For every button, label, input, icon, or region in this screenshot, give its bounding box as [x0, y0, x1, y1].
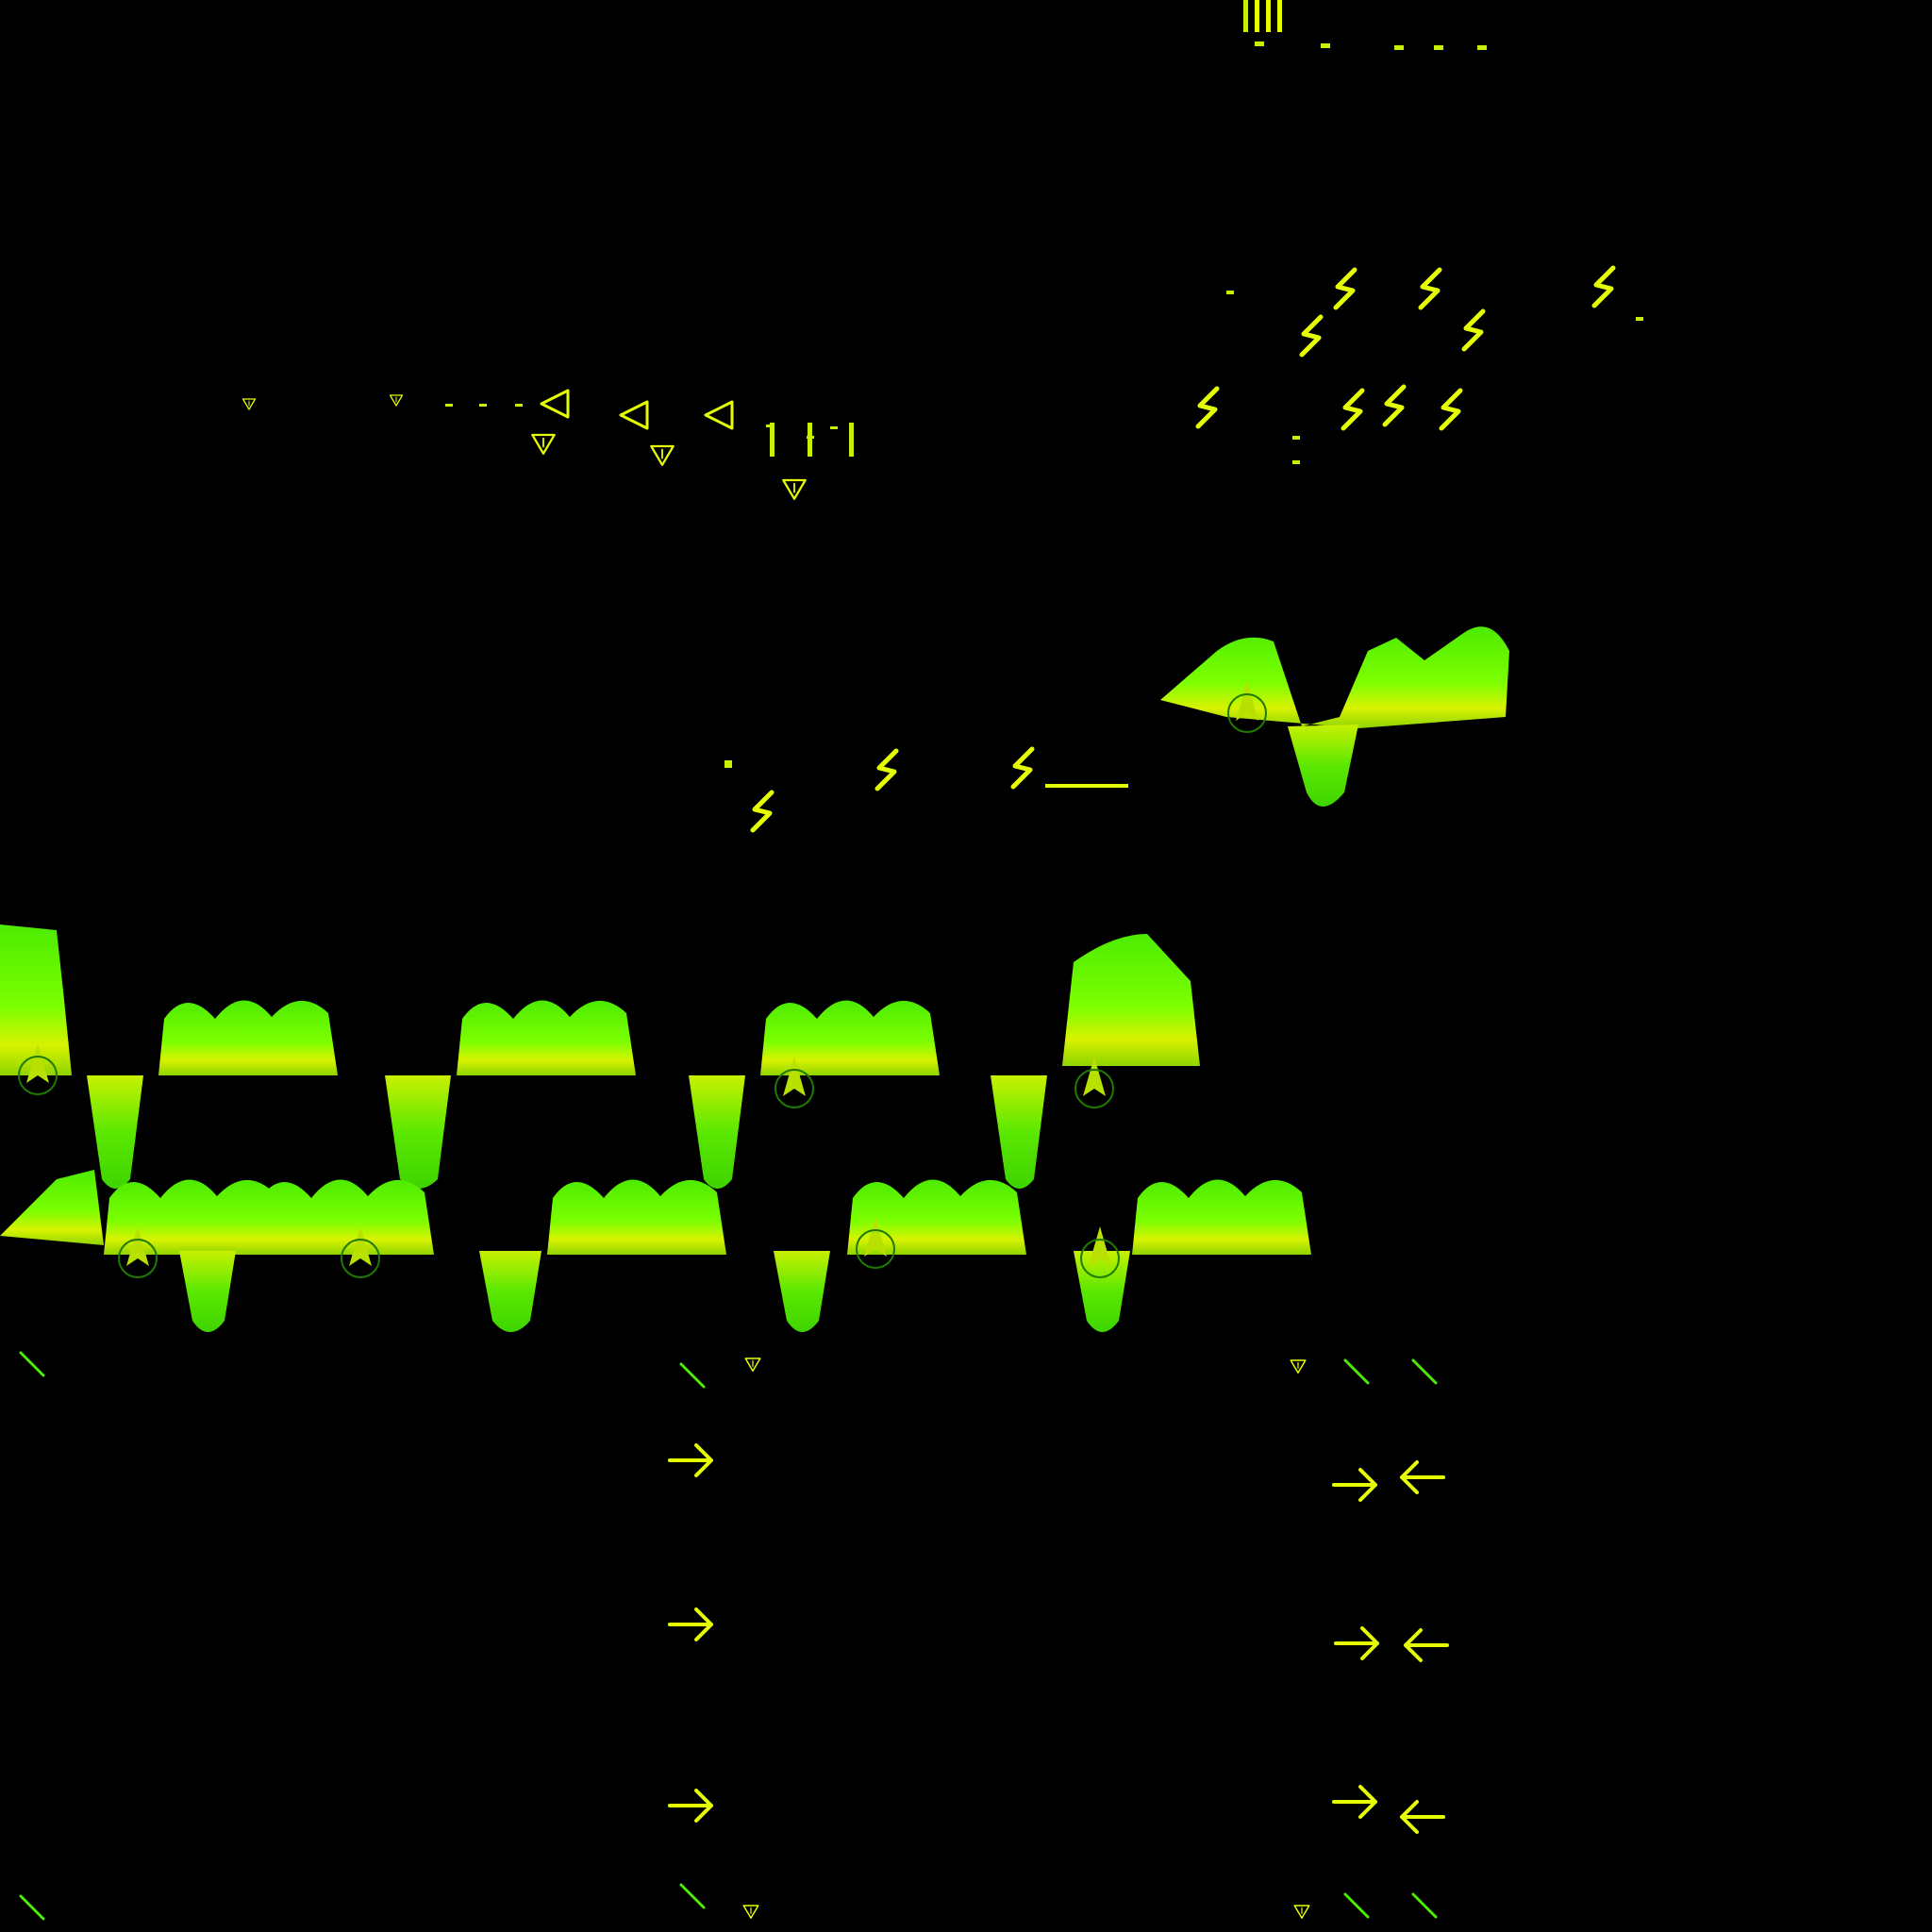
- up-spike-marker-icon: [118, 1226, 158, 1278]
- wave-drop: [479, 1251, 541, 1332]
- wave-drop: [179, 1251, 236, 1332]
- lightning-zigzag-icon: [1299, 314, 1324, 358]
- wave-blob: [1132, 1179, 1311, 1255]
- down-triangle-marker-icon: [742, 1905, 759, 1919]
- up-spike-marker-icon: [1080, 1226, 1120, 1278]
- green-spark-icon: [1411, 1358, 1438, 1385]
- wave-drop: [991, 1075, 1047, 1189]
- wave-drop: [1288, 724, 1358, 807]
- glyph-fragment: [515, 404, 523, 407]
- lightning-zigzag-icon: [750, 790, 774, 833]
- glyph-fragment: [1636, 317, 1643, 321]
- arrow-right-icon: [668, 1607, 713, 1641]
- lightning-zigzag-icon: [1333, 267, 1357, 310]
- glyph-fragment: [1292, 460, 1300, 464]
- glyph-fragment: [1477, 45, 1487, 50]
- top-bar-fragment: [1255, 0, 1259, 32]
- green-spark-icon: [1343, 1358, 1370, 1385]
- down-triangle-marker-icon: [531, 433, 556, 455]
- wave-blob: [760, 1000, 940, 1075]
- top-bar-fragment: [1266, 0, 1271, 32]
- up-spike-marker-icon: [341, 1226, 380, 1278]
- wave-drop: [87, 1075, 143, 1189]
- top-bar-fragment: [1277, 0, 1282, 32]
- arrow-right-icon: [1334, 1626, 1379, 1660]
- arrow-right-icon: [1332, 1468, 1377, 1502]
- up-spike-marker-icon: [1074, 1057, 1114, 1108]
- green-spark-icon: [679, 1883, 706, 1909]
- glyph-fragment: [1434, 45, 1443, 50]
- lightning-zigzag-icon: [1461, 308, 1486, 352]
- down-triangle-marker-icon: [744, 1357, 761, 1372]
- up-spike-marker-icon: [774, 1057, 814, 1108]
- up-spike-marker-icon: [1227, 681, 1267, 733]
- wave-blob: [158, 1000, 338, 1075]
- green-wave-formations: [0, 626, 1509, 1332]
- down-triangle-marker-icon: [389, 394, 404, 407]
- energy-line: [1045, 784, 1128, 788]
- green-spark-icon: [19, 1351, 45, 1377]
- bar-fragment: [849, 423, 854, 457]
- up-spike-marker-icon: [856, 1217, 895, 1269]
- top-bar-fragment: [1243, 0, 1248, 32]
- bar-fragment: [770, 423, 774, 457]
- top-glyph-cluster: [242, 0, 1643, 833]
- wave-drop: [385, 1075, 451, 1189]
- glyph-fragment: [1394, 45, 1404, 50]
- green-spark-icon: [19, 1894, 45, 1921]
- wave-blob: [1160, 626, 1509, 728]
- arrow-right-icon: [1332, 1785, 1377, 1819]
- glyph-fragment: [830, 426, 838, 429]
- wave-drop: [774, 1251, 830, 1332]
- lightning-zigzag-icon: [1591, 265, 1616, 308]
- lightning-zigzag-icon: [874, 748, 899, 791]
- wave-blob: [847, 1179, 1026, 1255]
- glyph-fragment: [724, 760, 732, 768]
- glyph-fragment: [1255, 42, 1264, 46]
- wave-blob: [255, 1179, 434, 1255]
- glyph-fragment: [1226, 291, 1234, 294]
- lightning-zigzag-icon: [1382, 384, 1407, 427]
- wave-blob: [457, 1000, 636, 1075]
- triangle-left-marker-icon: [619, 400, 649, 430]
- glyph-fragment: [1292, 436, 1300, 440]
- down-triangle-marker-icon: [242, 398, 257, 410]
- bottom-arrow-grid: [19, 1351, 1449, 1921]
- wave-drop: [689, 1075, 745, 1189]
- glyph-fragment: [1321, 43, 1330, 48]
- lightning-zigzag-icon: [1341, 388, 1365, 431]
- lightning-zigzag-icon: [1418, 267, 1442, 310]
- down-triangle-marker-icon: [650, 444, 675, 466]
- wave-blob: [1062, 934, 1200, 1066]
- lightning-zigzag-icon: [1010, 746, 1035, 790]
- arrow-right-icon: [668, 1443, 713, 1477]
- triangle-left-marker-icon: [704, 400, 734, 430]
- arrow-left-icon: [1400, 1800, 1445, 1834]
- lightning-zigzag-icon: [1439, 388, 1463, 431]
- up-spike-marker-icon: [18, 1043, 58, 1095]
- green-spark-icon: [1411, 1892, 1438, 1919]
- wave-blob: [104, 1179, 283, 1255]
- arrow-right-icon: [668, 1789, 713, 1823]
- green-spark-icon: [679, 1362, 706, 1389]
- wave-drop: [1074, 1251, 1130, 1332]
- triangle-left-marker-icon: [540, 389, 570, 419]
- glyph-fragment: [479, 404, 487, 407]
- down-triangle-marker-icon: [782, 478, 807, 500]
- wave-blob: [0, 1170, 104, 1245]
- lightning-zigzag-icon: [1195, 386, 1220, 429]
- wave-blob: [547, 1179, 726, 1255]
- arrow-left-icon: [1400, 1460, 1445, 1494]
- green-spark-icon: [1343, 1892, 1370, 1919]
- arrow-left-icon: [1404, 1628, 1449, 1662]
- bar-fragment: [808, 423, 812, 457]
- down-triangle-marker-icon: [1293, 1905, 1310, 1919]
- wave-blob: [0, 924, 72, 1075]
- glyph-fragment: [445, 404, 453, 407]
- down-triangle-marker-icon: [1290, 1359, 1307, 1374]
